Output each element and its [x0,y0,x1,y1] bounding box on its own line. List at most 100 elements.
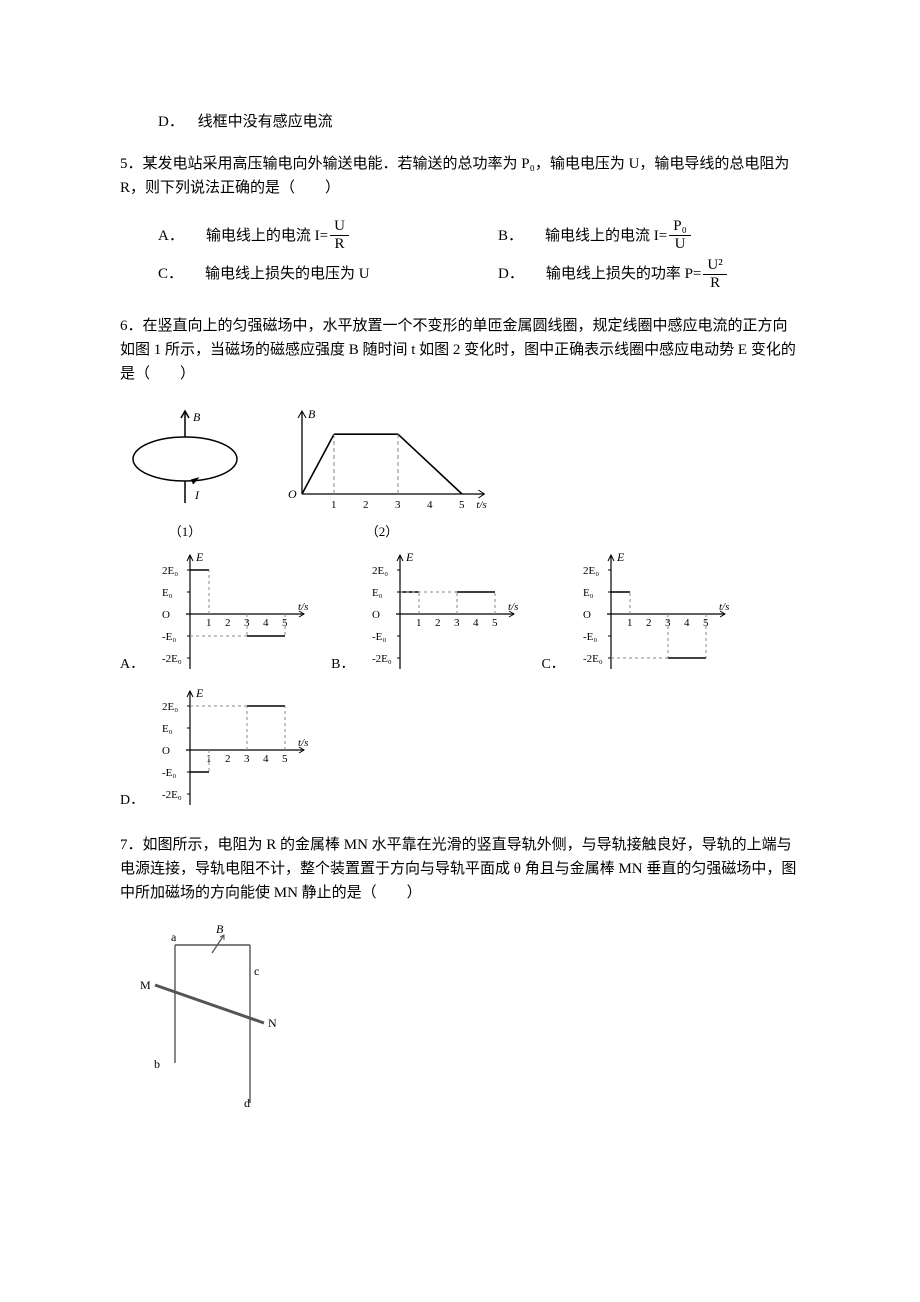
option-letter: C． [158,262,183,286]
svg-text:4: 4 [473,617,479,629]
svg-text:3: 3 [395,499,401,511]
svg-text:2E₀: 2E₀ [372,565,388,577]
svg-text:4: 4 [684,617,690,629]
q6-option-b: B． Et/s 2E₀ E₀ O -E₀ -2E₀ 1 2 3 4 5 [331,549,523,679]
denominator: R [330,236,348,253]
q4-option-d-text: 线框中没有感应电流 [198,114,333,130]
q5-option-a: A． 输电线上的电流 I= U R [120,218,460,254]
svg-text:2: 2 [435,617,441,629]
svg-text:E₀: E₀ [583,587,594,599]
svg-text:O: O [162,609,170,621]
svg-text:E: E [195,686,204,700]
numerator: P₀ [669,218,691,236]
fraction: U R [330,218,349,254]
denominator: R [706,275,724,292]
svg-text:M: M [140,978,151,992]
svg-text:c: c [254,964,259,978]
svg-text:2E₀: 2E₀ [162,565,178,577]
svg-text:2: 2 [363,499,369,511]
option-letter: D． [120,790,144,814]
svg-text:3: 3 [244,753,250,765]
fraction: P₀ U [669,218,691,254]
q6-option-a: A． Et/s2E₀E₀O-E₀-2E₀12345 [120,549,313,679]
svg-text:5: 5 [459,499,465,511]
svg-text:2E₀: 2E₀ [583,565,599,577]
svg-text:-2E₀: -2E₀ [162,653,182,665]
svg-text:O: O [288,487,297,501]
q6-stem: 6．在竖直向上的匀强磁场中，水平放置一个不变形的单匝金属圆线圈，规定线圈中感应电… [120,314,800,386]
q5-d-pre: 输电线上损失的功率 P= [546,262,702,286]
q6-bt-diagram: Bt/sO12345 （2） [272,404,492,543]
svg-text:4: 4 [427,499,433,511]
svg-text:O: O [162,745,170,757]
svg-text:B: B [193,410,201,424]
svg-text:5: 5 [282,753,288,765]
svg-text:4: 4 [263,753,269,765]
svg-text:t/s: t/s [719,601,729,613]
svg-text:B: B [308,407,316,421]
q5-row-cd: C． 输电线上损失的电压为 U D． 输电线上损失的功率 P= U² R [120,257,800,293]
svg-text:2: 2 [225,753,231,765]
option-letter: C． [541,654,564,678]
q5-a-pre: 输电线上的电流 I= [206,224,328,248]
numerator: U² [703,257,726,275]
svg-text:1: 1 [627,617,633,629]
svg-text:E: E [405,550,414,564]
svg-text:b: b [154,1057,160,1071]
svg-text:I: I [194,488,200,502]
svg-text:2: 2 [225,617,231,629]
q5-option-c: C． 输电线上损失的电压为 U [120,257,460,293]
svg-text:4: 4 [263,617,269,629]
q6-figures-top: BI （1） Bt/sO12345 （2） [120,404,800,543]
q5-option-b: B． 输电线上的电流 I= P₀ U [460,218,800,254]
svg-text:E₀: E₀ [162,723,173,735]
option-letter: B． [331,654,354,678]
svg-text:t/s: t/s [298,601,308,613]
q6-option-c: C． Et/s2E₀E₀O-E₀-2E₀12345 [541,549,733,679]
svg-text:t/s: t/s [508,601,518,613]
svg-text:2E₀: 2E₀ [162,701,178,713]
option-letter: A． [158,224,184,248]
svg-text:O: O [372,609,380,621]
denominator: U [671,236,690,253]
q6-options-row1: A． Et/s2E₀E₀O-E₀-2E₀12345 B． Et/s2E₀E₀O-… [120,549,800,679]
q4-option-d-letter: D． [158,114,184,130]
q7-stem: 7．如图所示，电阻为 R 的金属棒 MN 水平靠在光滑的竖直导轨外侧，与导轨接触… [120,833,800,905]
q6-loop-caption: （1） [120,522,250,543]
svg-text:a: a [171,930,177,944]
numerator: U [330,218,349,236]
svg-text:d: d [244,1096,250,1110]
svg-text:5: 5 [492,617,498,629]
svg-text:1: 1 [331,499,337,511]
fraction: U² R [703,257,726,293]
q6-loop-diagram: B I （1） [120,404,250,543]
svg-text:1: 1 [416,617,422,629]
q7-diagram: M Na b c d B [120,923,800,1131]
option-letter: D． [498,262,524,286]
svg-text:N: N [268,1016,277,1030]
q5-row-ab: A． 输电线上的电流 I= U R B． 输电线上的电流 I= P₀ U [120,218,800,254]
svg-text:B: B [216,923,224,936]
svg-text:-E₀: -E₀ [372,631,386,643]
option-letter: B． [498,224,523,248]
q6-options-row2: D． Et/s2E₀E₀O-E₀-2E₀12345 [120,685,800,815]
svg-text:2: 2 [646,617,652,629]
q4-option-d: D． 线框中没有感应电流 [120,110,800,134]
svg-text:3: 3 [454,617,460,629]
svg-text:E: E [195,550,204,564]
svg-text:-E₀: -E₀ [583,631,597,643]
q6-option-d: D． Et/s2E₀E₀O-E₀-2E₀12345 [120,685,313,815]
svg-text:t/s: t/s [298,737,308,749]
svg-text:-2E₀: -2E₀ [583,653,603,665]
svg-text:E₀: E₀ [162,587,173,599]
q5-stem: 5．某发电站采用高压输电向外输送电能．若输送的总功率为 P₀，输电电压为 U，输… [120,152,800,200]
svg-text:t/s: t/s [476,499,486,511]
q5-c-text: 输电线上损失的电压为 U [205,262,370,286]
svg-text:E₀: E₀ [372,587,383,599]
q5-option-d: D． 输电线上损失的功率 P= U² R [460,257,800,293]
svg-text:E: E [616,550,625,564]
svg-text:-2E₀: -2E₀ [162,789,182,801]
option-letter: A． [120,654,144,678]
svg-text:1: 1 [206,617,212,629]
svg-text:-2E₀: -2E₀ [372,653,392,665]
